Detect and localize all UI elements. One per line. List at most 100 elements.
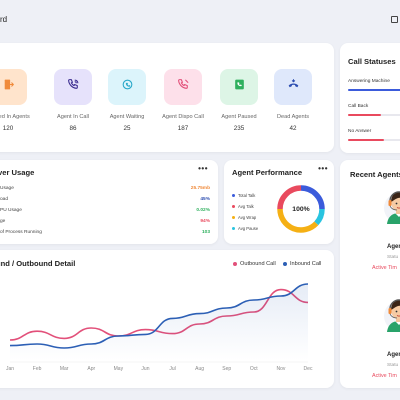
x-tick-label: Nov: [276, 366, 285, 372]
stat-agent-waiting[interactable]: Agent Waiting 25: [108, 69, 146, 132]
usage-value: 45%: [200, 197, 210, 202]
chart-title: und / Outbound Detail: [0, 259, 76, 268]
usage-value: 103: [201, 230, 210, 235]
agent-status: Statu: [387, 363, 399, 368]
menu-icon[interactable]: [391, 16, 398, 23]
call-status-fill: [348, 139, 384, 141]
donut-segment: [314, 208, 325, 226]
stat-value: 42: [289, 125, 297, 132]
stat-value: 235: [233, 125, 245, 132]
stat-label: Logged In Agents: [0, 114, 30, 120]
legend-label: Total Talk: [238, 193, 256, 198]
usage-label: of Process Running: [0, 230, 42, 235]
call-status-label: Answering Machine: [348, 79, 390, 84]
door-exit-icon: [2, 78, 15, 96]
x-tick-label: Dec: [304, 366, 313, 372]
legend-dot: [232, 216, 235, 219]
call-status-bar: [348, 89, 400, 91]
legend-dot: [232, 227, 235, 230]
stat-value: 86: [69, 125, 77, 132]
call-statuses-title: Call Statuses: [348, 57, 396, 66]
usage-row: of Process Running 103: [0, 228, 210, 237]
legend-dot: [232, 194, 235, 197]
stat-label: Agent Paused: [221, 114, 257, 120]
agent-active-time: Active Tim: [372, 373, 397, 379]
legend-inbound-label: Inbound Call: [290, 261, 322, 267]
stat-dead-agents[interactable]: Dead Agents 42: [274, 69, 312, 132]
x-tick-label: Sep: [222, 366, 231, 372]
server-usage-title: ver Usage: [0, 168, 35, 177]
stat-label: Agent Waiting: [109, 114, 145, 120]
usage-value: 94%: [200, 219, 210, 224]
performance-legend-item: Avg Wrap: [232, 215, 256, 220]
agent-avatar[interactable]: [384, 188, 400, 224]
call-status-fill: [348, 114, 381, 116]
legend-dot: [232, 205, 235, 208]
agent-status: Statu: [387, 255, 399, 260]
stat-tile: [54, 69, 92, 105]
stat-tile: [274, 69, 312, 105]
usage-row: ge 94%: [0, 217, 210, 226]
stat-value: 120: [2, 125, 14, 132]
phone-call-icon: [67, 78, 80, 96]
inbound-line: [9, 283, 309, 349]
stat-logged-in-agents[interactable]: Logged In Agents 120: [0, 69, 30, 132]
server-usage-card: ver Usage ••• Usage 25.75mb oad 45% PU Usage…: [0, 160, 218, 244]
call-status-label: No Answer: [348, 129, 372, 134]
call-status-fill: [348, 89, 400, 91]
usage-row: Usage 25.75mb: [0, 184, 210, 193]
usage-value: 25.75mb: [190, 186, 210, 191]
x-tick-label: May: [114, 366, 124, 372]
x-tick-label: Aug: [195, 366, 204, 372]
page-title: rd: [0, 15, 8, 24]
recent-agents-title: Recent Agents: [350, 170, 400, 179]
agent-avatar[interactable]: [384, 296, 400, 332]
legend-outbound-dot: [233, 262, 237, 266]
x-tick-label: Oct: [250, 366, 258, 372]
agent-performance-title: Agent Performance: [232, 168, 303, 177]
more-options-icon[interactable]: •••: [198, 164, 208, 173]
x-tick-label: Jun: [141, 366, 149, 372]
stat-tile: [108, 69, 146, 105]
stat-value: 187: [177, 125, 189, 132]
usage-row: PU Usage 0.02%: [0, 206, 210, 215]
call-status-bar: [348, 114, 400, 116]
phone-disposition-icon: [177, 78, 190, 96]
x-tick-label: Mar: [60, 366, 69, 372]
stat-tile: [0, 69, 27, 105]
x-tick-label: Jan: [6, 366, 14, 372]
usage-value: 0.02%: [196, 208, 210, 213]
agent-name: Agen: [387, 352, 400, 358]
stat-agent-paused[interactable]: Agent Paused 235: [220, 69, 258, 132]
donut-segment: [300, 185, 325, 210]
stat-label: Dead Agents: [276, 114, 310, 120]
x-tick-label: Feb: [33, 366, 42, 372]
legend-outbound[interactable]: Outbound Call: [233, 261, 276, 267]
usage-label: Usage: [0, 186, 14, 191]
usage-label: ge: [0, 219, 6, 224]
line-chart: Jan Feb Mar Apr May Jun Jul Aug Sep Oct Nov Dec: [6, 283, 313, 372]
donut-center-label: 100%: [292, 205, 310, 213]
legend-inbound[interactable]: Inbound Call: [283, 261, 321, 267]
legend-inbound-dot: [283, 262, 287, 266]
stat-label: Agent In Call: [56, 114, 90, 120]
x-tick-label: Jul: [169, 366, 175, 372]
stat-agent-in-call[interactable]: Agent In Call 86: [54, 69, 92, 132]
inbound-area: [10, 284, 308, 360]
usage-row: oad 45%: [0, 195, 210, 204]
call-status-bar: [348, 139, 400, 141]
inbound-outbound-card: und / Outbound Detail Outbound Call Inbo…: [0, 250, 334, 388]
stat-agent-dispo-call[interactable]: Agent Dispo Call 187: [162, 69, 204, 132]
more-options-icon[interactable]: •••: [318, 164, 328, 173]
agent-active-time: Active Tim: [372, 265, 397, 271]
usage-label: PU Usage: [0, 208, 22, 213]
call-statuses-card: Call Statuses Answering Machine Call Back…: [340, 43, 400, 153]
recent-agents-card: Recent Agents Agen Statu Active Tim Agen Sta…: [340, 160, 400, 388]
performance-legend-item: Avg Talk: [232, 204, 254, 209]
stat-label: Agent Dispo Call: [162, 114, 204, 120]
performance-legend-item: Total Talk: [232, 193, 255, 198]
performance-donut: [277, 185, 325, 233]
legend-label: Avg Pause: [238, 226, 259, 231]
phone-hangup-icon: [287, 78, 300, 96]
